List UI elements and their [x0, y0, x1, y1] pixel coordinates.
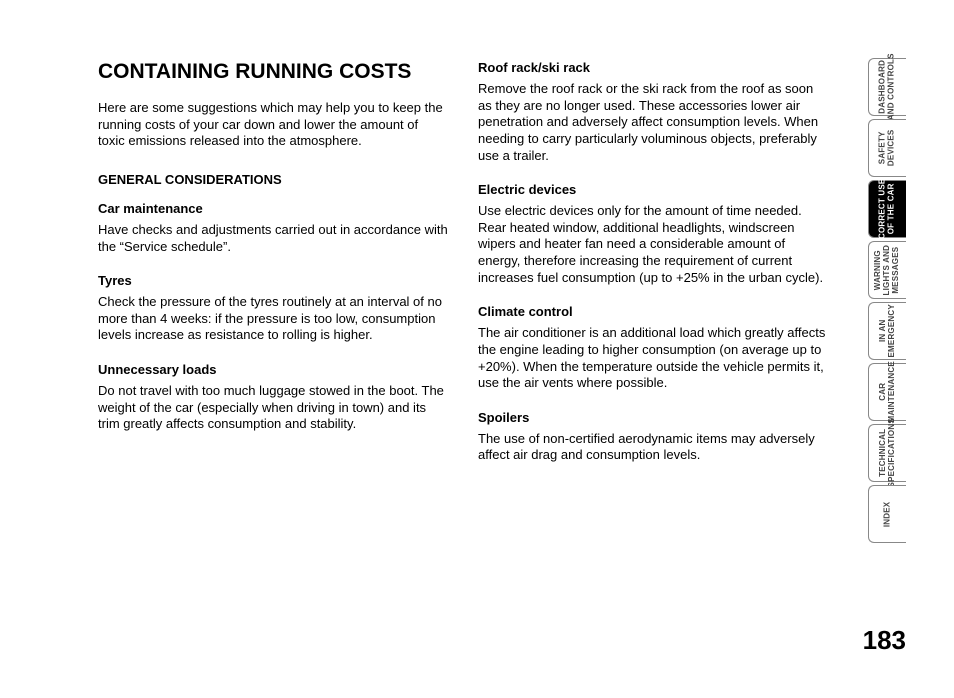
- body-climate-control: The air conditioner is an additional loa…: [478, 325, 828, 392]
- subheading-roof-rack: Roof rack/ski rack: [478, 60, 828, 75]
- tab-label: CORRECT USEOF THE CAR: [879, 179, 897, 239]
- body-car-maintenance: Have checks and adjustments carried out …: [98, 222, 448, 255]
- tab-label: IN ANEMERGENCY: [879, 304, 897, 357]
- right-column: Roof rack/ski rack Remove the roof rack …: [478, 60, 828, 482]
- body-spoilers: The use of non-certified aerodynamic ite…: [478, 431, 828, 464]
- tab-safety-devices[interactable]: SAFETYDEVICES: [868, 119, 906, 177]
- left-column: CONTAINING RUNNING COSTS Here are some s…: [98, 60, 448, 482]
- intro-paragraph: Here are some suggestions which may help…: [98, 100, 448, 150]
- body-roof-rack: Remove the roof rack or the ski rack fro…: [478, 81, 828, 164]
- subheading-car-maintenance: Car maintenance: [98, 201, 448, 216]
- body-unnecessary-loads: Do not travel with too much luggage stow…: [98, 383, 448, 433]
- tab-technical-specs[interactable]: TECHNICALSPECIFICATIONS: [868, 424, 906, 482]
- tab-dashboard-controls[interactable]: DASHBOARDAND CONTROLS: [868, 58, 906, 116]
- page-title: CONTAINING RUNNING COSTS: [98, 60, 448, 84]
- tab-correct-use[interactable]: CORRECT USEOF THE CAR: [868, 180, 906, 238]
- subheading-climate-control: Climate control: [478, 304, 828, 319]
- subheading-tyres: Tyres: [98, 273, 448, 288]
- page-content: CONTAINING RUNNING COSTS Here are some s…: [98, 60, 828, 482]
- section-tabs: DASHBOARDAND CONTROLS SAFETYDEVICES CORR…: [868, 58, 906, 543]
- tab-warning-lights[interactable]: WARNINGLIGHTS ANDMESSAGES: [868, 241, 906, 299]
- tab-label: SAFETYDEVICES: [879, 130, 897, 167]
- tab-label: CARMAINTENANCE: [879, 361, 897, 422]
- body-tyres: Check the pressure of the tyres routinel…: [98, 294, 448, 344]
- tab-index[interactable]: INDEX: [868, 485, 906, 543]
- subheading-unnecessary-loads: Unnecessary loads: [98, 362, 448, 377]
- page-number: 183: [863, 625, 906, 656]
- body-electric-devices: Use electric devices only for the amount…: [478, 203, 828, 286]
- tab-label: INDEX: [883, 501, 892, 526]
- tab-label: DASHBOARDAND CONTROLS: [879, 54, 897, 121]
- tab-label: TECHNICALSPECIFICATIONS: [879, 418, 897, 487]
- tab-car-maintenance[interactable]: CARMAINTENANCE: [868, 363, 906, 421]
- subheading-spoilers: Spoilers: [478, 410, 828, 425]
- tab-emergency[interactable]: IN ANEMERGENCY: [868, 302, 906, 360]
- tab-label: WARNINGLIGHTS ANDMESSAGES: [874, 245, 900, 296]
- section-heading: GENERAL CONSIDERATIONS: [98, 172, 448, 187]
- subheading-electric-devices: Electric devices: [478, 182, 828, 197]
